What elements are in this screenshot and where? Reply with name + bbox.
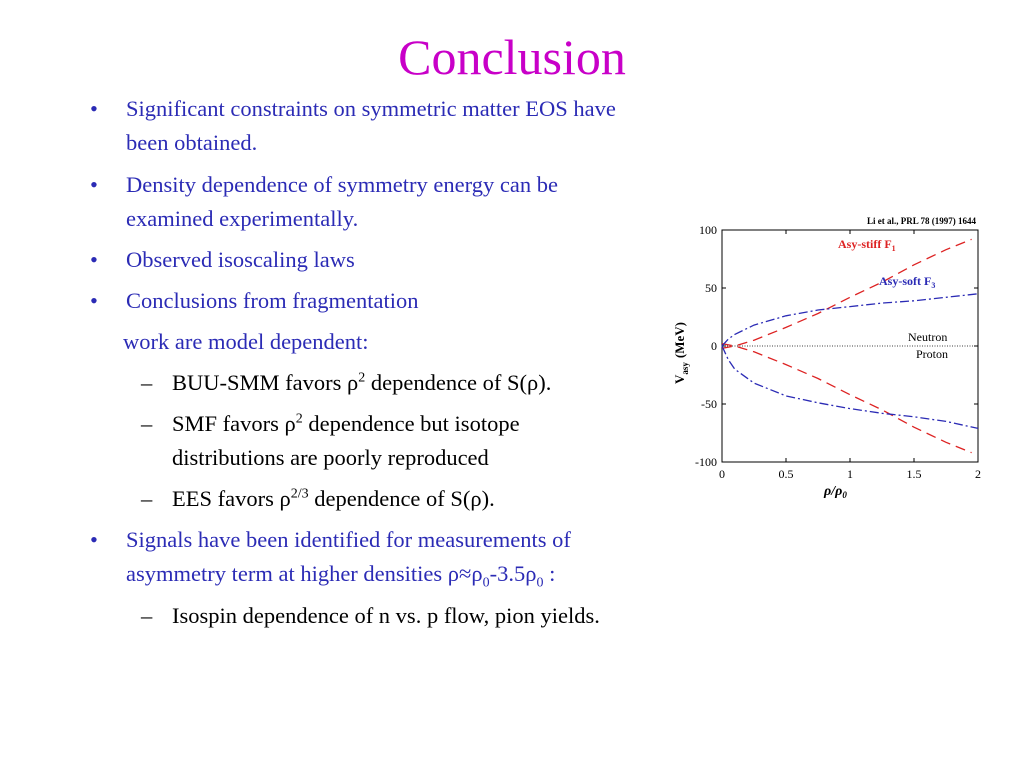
sub-bullet-1-text: BUU-SMM favors ρ2 dependence of S(ρ). bbox=[172, 370, 552, 395]
bullet-2-line-1: Density dependence of symmetry energy ca… bbox=[126, 172, 558, 197]
symmetry-potential-chart: Li et al., PRL 78 (1997) 1644 100 50 0 -50 -… bbox=[672, 216, 981, 500]
bullet-2: • Density dependence of symmetry energy … bbox=[0, 168, 760, 236]
slide-title: Conclusion bbox=[398, 29, 626, 85]
asy-stiff-neutron-curve bbox=[721, 238, 972, 349]
bullet-3-line-1: Observed isoscaling laws bbox=[126, 247, 355, 272]
asy-soft-proton-curve bbox=[721, 345, 979, 430]
sub-bullet-4: – Isospin dependence of n vs. p flow, pi… bbox=[0, 599, 760, 633]
y-tick-label: -50 bbox=[701, 397, 717, 411]
annotation-asy-stiff: Asy-stiff F1 bbox=[838, 237, 896, 253]
bullet-dot: • bbox=[90, 172, 98, 197]
bullet-1-line-2: been obtained. bbox=[126, 130, 258, 155]
sub-bullet-dash: – bbox=[141, 486, 153, 511]
y-tick-label: 100 bbox=[699, 223, 717, 237]
annotation-neutron: Neutron bbox=[908, 330, 947, 344]
bullet-5: • Signals have been identified for measu… bbox=[0, 523, 760, 591]
bullet-dot: • bbox=[90, 288, 98, 313]
bullet-4-continuation: work are model dependent: bbox=[123, 329, 369, 354]
x-tick-label: 2 bbox=[975, 467, 981, 481]
bullet-dot: • bbox=[90, 247, 98, 272]
bullet-dot: • bbox=[90, 96, 98, 121]
bullet-1: • Significant constraints on symmetric m… bbox=[0, 92, 760, 160]
bullet-dot: • bbox=[90, 527, 98, 552]
sub-bullet-4-text: Isospin dependence of n vs. p flow, pion… bbox=[172, 603, 600, 628]
sub-bullet-dash: – bbox=[141, 411, 153, 436]
y-tick-label: 50 bbox=[705, 281, 717, 295]
bullet-2-line-2: examined experimentally. bbox=[126, 206, 359, 231]
sub-bullet-2-line-2: distributions are poorly reproduced bbox=[172, 445, 489, 470]
y-axis-label: Vasy(MeV) bbox=[672, 322, 690, 384]
x-tick-label: 1 bbox=[847, 467, 853, 481]
chart-citation: Li et al., PRL 78 (1997) 1644 bbox=[867, 216, 976, 226]
bullet-4-line-1: Conclusions from fragmentation bbox=[126, 288, 419, 313]
x-tick-label: 1.5 bbox=[907, 467, 922, 481]
x-tick-label: 0 bbox=[719, 467, 725, 481]
sub-bullet-3: – EES favors ρ2/3 dependence of S(ρ). bbox=[0, 482, 680, 516]
bullet-3: • Observed isoscaling laws bbox=[0, 243, 760, 277]
y-tick-label: 0 bbox=[711, 339, 717, 353]
annotation-asy-soft: Asy-soft F3 bbox=[879, 274, 935, 290]
bullet-4: • Conclusions from fragmentation bbox=[0, 284, 760, 318]
asy-soft-neutron-curve bbox=[721, 293, 979, 347]
x-axis-label: ρ/ρ0 bbox=[823, 484, 847, 500]
x-tick-label: 0.5 bbox=[779, 467, 794, 481]
y-tick-label: -100 bbox=[695, 455, 717, 469]
bullet-5-line-2: asymmetry term at higher densities ρ≈ρ0-… bbox=[126, 561, 556, 591]
bullet-5-line-1: Signals have been identified for measure… bbox=[126, 527, 571, 552]
sub-bullet-dash: – bbox=[141, 603, 153, 628]
annotation-proton: Proton bbox=[916, 347, 948, 361]
sub-bullet-3-text: EES favors ρ2/3 dependence of S(ρ). bbox=[172, 486, 495, 511]
sub-bullet-2: – SMF favors ρ2 dependence but isotope d… bbox=[0, 407, 680, 475]
asy-stiff-proton-curve bbox=[721, 343, 972, 454]
sub-bullet-dash: – bbox=[141, 370, 153, 395]
sub-bullet-1: – BUU-SMM favors ρ2 dependence of S(ρ). bbox=[0, 366, 680, 400]
bullet-1-line-1: Significant constraints on symmetric mat… bbox=[126, 96, 616, 121]
sub-bullet-2-line-1: SMF favors ρ2 dependence but isotope bbox=[172, 411, 520, 436]
